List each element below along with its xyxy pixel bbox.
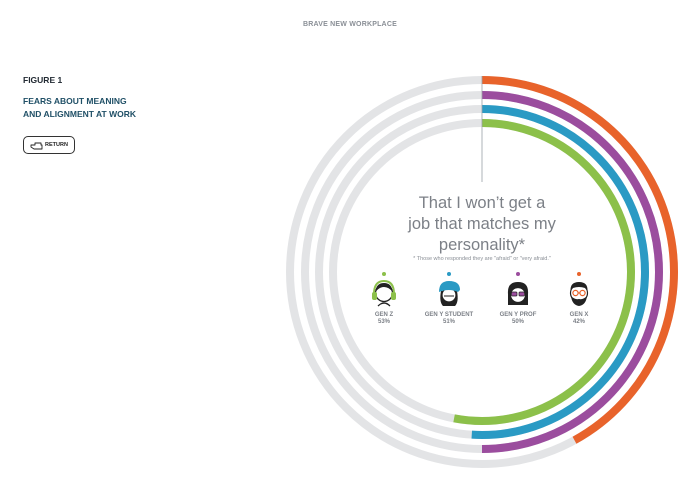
beard-avatar-icon bbox=[569, 282, 589, 306]
chart-title-line-3: personality* bbox=[438, 236, 526, 254]
chart-footnote: * Those who responded they are "afraid" … bbox=[413, 256, 551, 262]
persona-gen-y-student: GEN Y STUDENT 51% bbox=[419, 272, 479, 325]
page-header: BRAVE NEW WORKPLACE bbox=[303, 21, 397, 28]
headphones-avatar-icon bbox=[372, 279, 396, 307]
persona-name: GEN Y PROF bbox=[499, 312, 537, 318]
figure-title-line-2: AND ALIGNMENT AT WORK bbox=[23, 109, 137, 119]
ring-arc-gen-y-prof bbox=[481, 91, 663, 453]
chart-title-line-2: job that matches my bbox=[408, 215, 556, 233]
persona-name: GEN X bbox=[569, 312, 589, 318]
persona-color-dot bbox=[382, 272, 386, 276]
persona-gen-y-prof: GEN Y PROF 50% bbox=[488, 272, 548, 325]
glasses-avatar-icon bbox=[507, 282, 529, 305]
persona-color-dot bbox=[577, 272, 581, 276]
figure-label: FIGURE 1 bbox=[23, 75, 63, 85]
chart-title: That I won’t get a job that matches my p… bbox=[365, 193, 599, 256]
return-button-label: RETURN bbox=[45, 142, 68, 148]
persona-name: GEN Z bbox=[374, 312, 394, 318]
ring-arc-gen-z bbox=[453, 119, 635, 425]
persona-name: GEN Y STUDENT bbox=[424, 312, 474, 318]
persona-value: 50% bbox=[511, 319, 524, 325]
persona-color-dot bbox=[447, 272, 451, 276]
hand-pointer-icon bbox=[30, 142, 43, 149]
ring-arc-gen-x bbox=[481, 76, 678, 444]
persona-color-dot bbox=[516, 272, 520, 276]
persona-value: 53% bbox=[377, 319, 390, 325]
persona-value: 51% bbox=[442, 319, 455, 325]
chart-arcs bbox=[453, 76, 678, 453]
ring-arc-gen-y-student bbox=[471, 105, 649, 439]
figure-title-line-1: FEARS ABOUT MEANING bbox=[23, 96, 127, 106]
figure-title: FEARS ABOUT MEANING AND ALIGNMENT AT WOR… bbox=[23, 95, 136, 121]
persona-gen-z: GEN Z 53% bbox=[354, 272, 414, 325]
persona-gen-x: GEN X 42% bbox=[549, 272, 609, 325]
chart-title-line-1: That I won’t get a bbox=[418, 194, 546, 212]
persona-value: 42% bbox=[572, 319, 585, 325]
beanie-avatar-icon bbox=[439, 281, 460, 306]
return-button[interactable]: RETURN bbox=[23, 136, 75, 154]
